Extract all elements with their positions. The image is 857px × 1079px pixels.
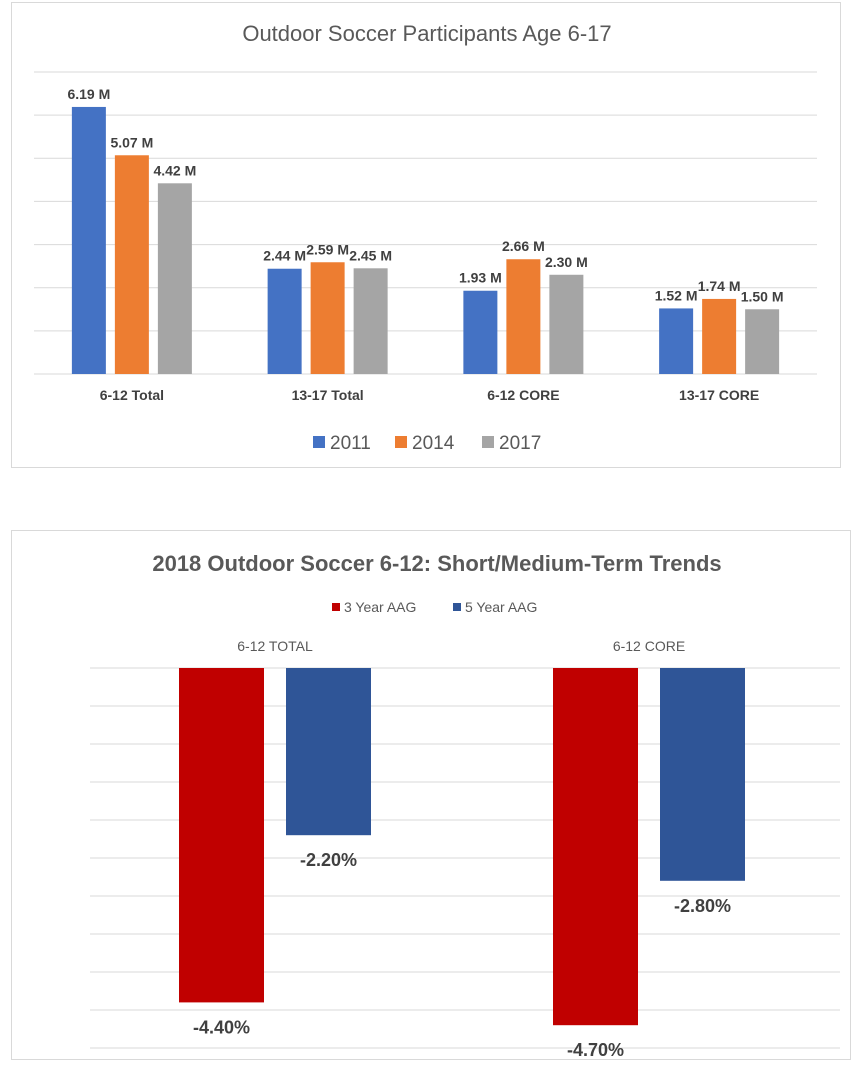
data-label: -2.80% <box>674 896 731 916</box>
bar-2011-3 <box>463 290 498 374</box>
bar-2017-1 <box>157 183 192 374</box>
data-label: 1.50 M <box>741 288 784 304</box>
chart-bottom: 2018 Outdoor Soccer 6-12: Short/Medium-T… <box>90 551 840 1060</box>
legend-label: 2017 <box>499 433 541 454</box>
legend-swatch <box>453 603 461 611</box>
legend-swatch <box>395 436 407 448</box>
bar-2017-2 <box>353 268 388 374</box>
category-label: 6-12 CORE <box>613 638 685 654</box>
bar-2017-3 <box>549 274 584 374</box>
data-label: 1.74 M <box>698 278 741 294</box>
chart-bottom-panel: 2018 Outdoor Soccer 6-12: Short/Medium-T… <box>11 530 851 1060</box>
bar-2017-4 <box>745 309 780 374</box>
data-label: 5.07 M <box>110 134 153 150</box>
x-tick-label: 13-17 CORE <box>679 387 759 403</box>
data-label: 2.45 M <box>349 247 392 263</box>
bar-3-year-aag-1 <box>179 668 264 1003</box>
legend-swatch <box>482 436 494 448</box>
data-label: -2.20% <box>300 850 357 870</box>
data-label: 4.42 M <box>153 162 196 178</box>
chart-title: Outdoor Soccer Participants Age 6-17 <box>242 21 611 46</box>
x-tick-label: 6-12 Total <box>100 387 164 403</box>
data-label: 2.59 M <box>306 241 349 257</box>
legend-label: 3 Year AAG <box>344 599 416 615</box>
category-label: 6-12 TOTAL <box>237 638 313 654</box>
data-label: -4.70% <box>567 1040 624 1060</box>
bar-5-year-aag-2 <box>660 668 745 881</box>
chart-top: Outdoor Soccer Participants Age 6-17 6.1… <box>34 21 817 454</box>
bar-2011-2 <box>267 268 302 374</box>
legend-label: 2011 <box>330 433 371 454</box>
data-label: -4.40% <box>193 1017 250 1037</box>
legend-label: 2014 <box>412 433 455 454</box>
data-label: 2.44 M <box>263 248 306 264</box>
legend-label: 5 Year AAG <box>465 599 537 615</box>
data-label: 1.52 M <box>655 287 698 303</box>
bar-2011-1 <box>71 106 106 375</box>
chart-title: 2018 Outdoor Soccer 6-12: Short/Medium-T… <box>152 551 721 576</box>
bar-2014-1 <box>114 155 149 374</box>
data-label: 2.30 M <box>545 254 588 270</box>
data-label: 2.66 M <box>502 238 545 254</box>
legend-swatch <box>332 603 340 611</box>
x-tick-label: 13-17 Total <box>292 387 364 403</box>
bar-3-year-aag-2 <box>553 668 638 1026</box>
bar-2014-2 <box>310 262 345 374</box>
data-label: 6.19 M <box>67 86 110 102</box>
bar-2011-4 <box>659 308 694 374</box>
bar-2014-3 <box>506 259 541 374</box>
x-tick-label: 6-12 CORE <box>487 387 559 403</box>
legend-swatch <box>313 436 325 448</box>
bar-5-year-aag-1 <box>286 668 371 836</box>
chart-top-panel: Outdoor Soccer Participants Age 6-17 6.1… <box>11 2 841 468</box>
bar-2014-4 <box>702 298 737 374</box>
data-label: 1.93 M <box>459 270 502 286</box>
